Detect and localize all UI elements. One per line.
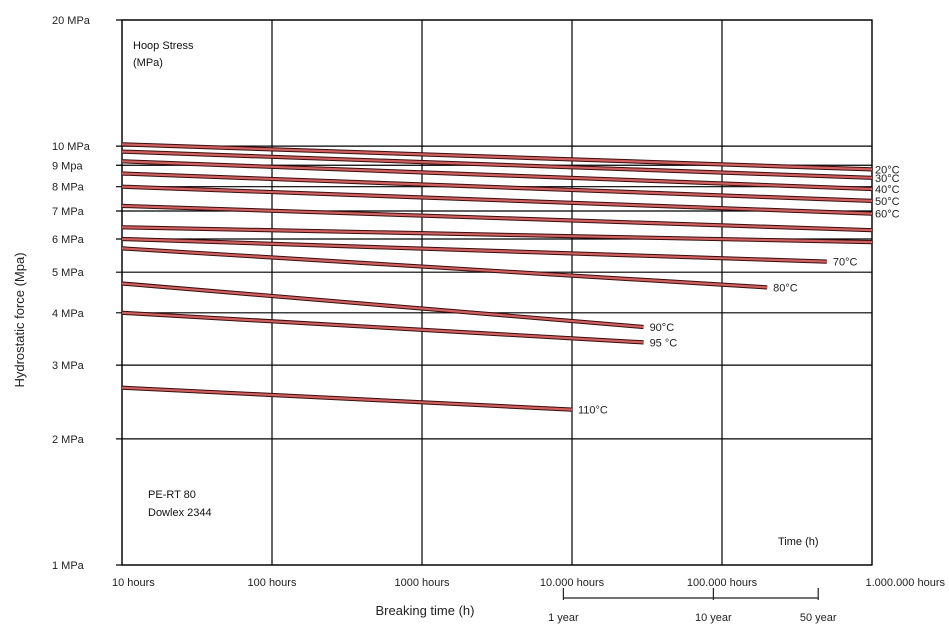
series-line-95-c (121, 311, 644, 344)
timeline-label-10-year: 10 year (695, 612, 732, 624)
time-unit-label: Time (h) (778, 536, 819, 548)
series-line-90-c (121, 282, 644, 329)
hoop-stress-unit: (MPa) (133, 57, 163, 69)
x-tick-label: 1000 hours (394, 577, 450, 589)
material-label: PE-RT 80 (148, 489, 196, 501)
series-line-30-c (121, 150, 873, 179)
series-label-95-c: 95 °C (650, 337, 678, 349)
series-label-50-c: 50°C (875, 196, 900, 208)
series-lines (121, 142, 873, 412)
x-tick-label: 100 hours (248, 577, 297, 589)
y-tick-label: 7 MPa (52, 206, 85, 218)
series-line-60-c (121, 185, 873, 215)
series-label-110-c: 110°C (578, 405, 608, 417)
x-tick-label: 10 hours (112, 577, 155, 589)
series-label-90-c: 90°C (650, 322, 675, 334)
y-tick-label: 1 MPa (52, 560, 85, 572)
y-tick-label: 3 MPa (52, 360, 85, 372)
x-axis-title: Breaking time (h) (376, 603, 475, 618)
timeline-label-1-year: 1 year (548, 612, 579, 624)
series-line (121, 204, 873, 232)
y-tick-label: 8 MPa (52, 182, 85, 194)
y-tick-label: 10 MPa (52, 141, 91, 153)
series-label-40-c: 40°C (875, 184, 900, 196)
series-line-110-c (121, 386, 573, 411)
x-tick-label: 10.000 hours (540, 577, 605, 589)
series-line-80-c (121, 247, 768, 289)
series-line-20-c (121, 143, 873, 171)
series-label-60-c: 60°C (875, 209, 900, 221)
y-tick-label: 4 MPa (52, 308, 85, 320)
annotations: Hoop Stress (MPa) PE-RT 80 Dowlex 2344 T… (12, 40, 819, 618)
y-tick-label: 5 MPa (52, 267, 85, 279)
x-tick-label: 100.000 hours (687, 577, 758, 589)
y-axis-title: Hydrostatic force (Mpa) (12, 252, 27, 387)
series-label-30-c: 30°C (875, 173, 900, 185)
y-tick-label: 6 MPa (52, 234, 85, 246)
y-tick-label: 20 MPa (52, 15, 91, 27)
grade-label: Dowlex 2344 (148, 507, 212, 519)
timeline-bracket: 1 year 10 year 50 year (548, 588, 837, 624)
hoop-stress-label: Hoop Stress (133, 40, 194, 52)
tick-labels: 20 MPa 10 MPa 9 Mpa 8 MPa 7 MPa 6 MPa 5 MPa 4 M… (52, 15, 945, 589)
series-line (121, 226, 873, 244)
y-tick-label: 9 Mpa (52, 160, 83, 172)
y-tick-label: 2 MPa (52, 434, 85, 446)
series-label-80-c: 80°C (773, 282, 798, 294)
series-label-20-c: 20°C (875, 164, 900, 176)
series-line-40-c (121, 160, 873, 191)
series-line-50-c (121, 172, 873, 202)
x-tick-label: 1.000.000 hours (865, 577, 945, 589)
series-label-70-c: 70°C (833, 257, 858, 269)
timeline-label-50-year: 50 year (800, 612, 837, 624)
series-line-70-c (121, 237, 827, 263)
series-labels: 20°C30°C40°C50°C60°C 70°C 80°C 90°C 95 °C 110… (578, 164, 900, 416)
